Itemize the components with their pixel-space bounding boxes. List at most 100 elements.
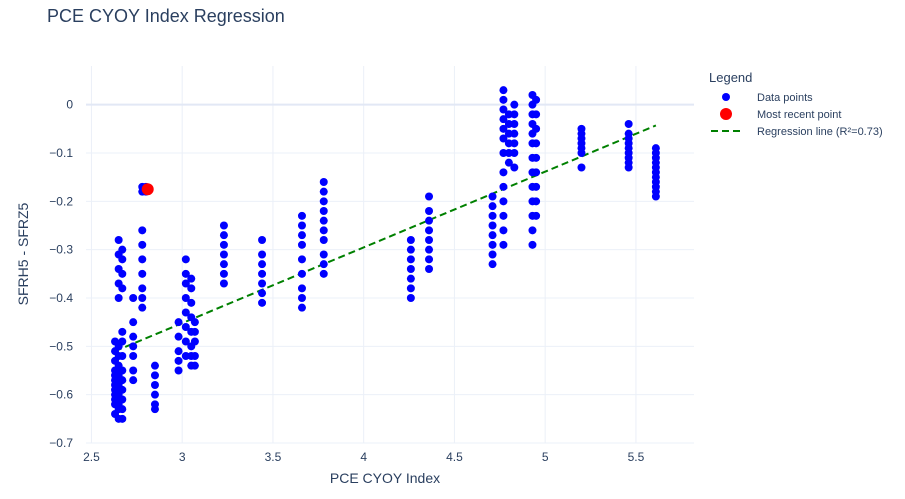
- data-point: [488, 192, 497, 201]
- data-point: [219, 260, 228, 269]
- data-point: [129, 318, 138, 327]
- data-point: [425, 265, 434, 273]
- data-point: [118, 327, 127, 336]
- gridlines: [86, 66, 694, 444]
- regression-layer: [114, 124, 657, 353]
- data-point: [510, 149, 519, 157]
- data-point: [118, 376, 127, 385]
- data-point: [174, 318, 183, 327]
- data-point: [138, 255, 147, 264]
- most-recent-point: [141, 183, 154, 196]
- data-point: [129, 376, 138, 385]
- data-point: [190, 337, 199, 346]
- data-point: [181, 279, 190, 288]
- data-point: [129, 352, 138, 360]
- legend[interactable]: Legend Data points Most recent point Regre…: [709, 70, 883, 138]
- data-point: [190, 352, 199, 360]
- data-point: [425, 192, 434, 201]
- data-point: [150, 361, 159, 370]
- legend-item[interactable]: Regression line (R²=0.73): [711, 126, 883, 138]
- data-point: [528, 226, 537, 235]
- data-point: [499, 197, 508, 206]
- data-point: [319, 260, 328, 269]
- data-point: [577, 124, 586, 133]
- data-point: [488, 260, 497, 269]
- data-point: [319, 178, 328, 186]
- data-point: [488, 211, 497, 220]
- data-point: [406, 284, 415, 293]
- data-point: [406, 236, 415, 244]
- data-point: [258, 279, 267, 288]
- data-point: [624, 120, 633, 128]
- data-point: [297, 255, 306, 264]
- data-point: [118, 414, 127, 423]
- data-point: [187, 298, 196, 307]
- data-point: [319, 197, 328, 206]
- data-point: [174, 347, 183, 356]
- y-tick-label: −0.5: [49, 339, 73, 353]
- data-point: [174, 356, 183, 365]
- data-point: [187, 274, 196, 283]
- legend-circle-marker: [722, 93, 730, 101]
- data-point: [150, 400, 159, 409]
- data-point: [425, 245, 434, 254]
- data-point: [118, 395, 127, 404]
- data-point: [181, 308, 190, 317]
- data-point: [499, 211, 508, 220]
- data-point: [150, 381, 159, 389]
- data-point: [499, 168, 508, 177]
- data-point: [219, 279, 228, 288]
- regression-line: [114, 124, 657, 353]
- data-point: [297, 211, 306, 220]
- data-point: [532, 139, 541, 148]
- x-tick-label: 4: [360, 450, 367, 464]
- data-point: [297, 231, 306, 240]
- legend-label: Most recent point: [757, 109, 841, 121]
- data-point: [219, 221, 228, 230]
- data-point: [118, 269, 127, 278]
- y-tick-label: −0.4: [49, 291, 73, 305]
- data-point: [297, 221, 306, 230]
- legend-item[interactable]: Data points: [722, 92, 813, 104]
- data-point: [499, 182, 508, 191]
- data-point: [114, 236, 123, 244]
- data-point: [297, 303, 306, 312]
- x-tick-label: 4.5: [446, 450, 463, 464]
- x-tick-label: 3: [179, 450, 186, 464]
- data-point: [190, 361, 199, 370]
- data-point: [297, 240, 306, 249]
- data-point: [181, 255, 190, 264]
- data-point: [319, 269, 328, 278]
- legend-item[interactable]: Most recent point: [720, 108, 841, 121]
- y-tick-label: 0: [66, 98, 73, 112]
- data-point: [499, 115, 508, 124]
- y-tick-label: −0.6: [49, 388, 73, 402]
- axes: 2.5 3 3.5 4 4.5 5 5.5 −0.7 −0.6 −0.5 −0.4 −0.3 −0.2 −…: [49, 98, 644, 464]
- legend-title: Legend: [709, 70, 752, 85]
- data-point: [219, 250, 228, 259]
- data-point: [425, 216, 434, 225]
- data-point: [258, 269, 267, 278]
- x-tick-label: 2.5: [83, 450, 100, 464]
- x-tick-label: 5.5: [628, 450, 645, 464]
- data-point: [319, 236, 328, 244]
- data-point: [406, 274, 415, 283]
- data-point: [624, 129, 633, 138]
- data-point: [190, 327, 199, 336]
- data-point: [532, 110, 541, 119]
- data-point: [114, 294, 123, 302]
- data-point: [138, 240, 147, 249]
- data-point: [499, 226, 508, 235]
- data-point: [319, 250, 328, 259]
- data-point: [258, 250, 267, 259]
- data-point: [297, 284, 306, 293]
- data-point: [129, 342, 138, 351]
- data-point: [510, 129, 519, 138]
- data-point: [138, 226, 147, 235]
- data-point: [258, 236, 267, 244]
- legend-label: Regression line (R²=0.73): [757, 126, 883, 138]
- y-tick-label: −0.2: [49, 194, 73, 208]
- data-point: [118, 284, 127, 293]
- data-point: [118, 337, 127, 346]
- data-point: [528, 240, 537, 249]
